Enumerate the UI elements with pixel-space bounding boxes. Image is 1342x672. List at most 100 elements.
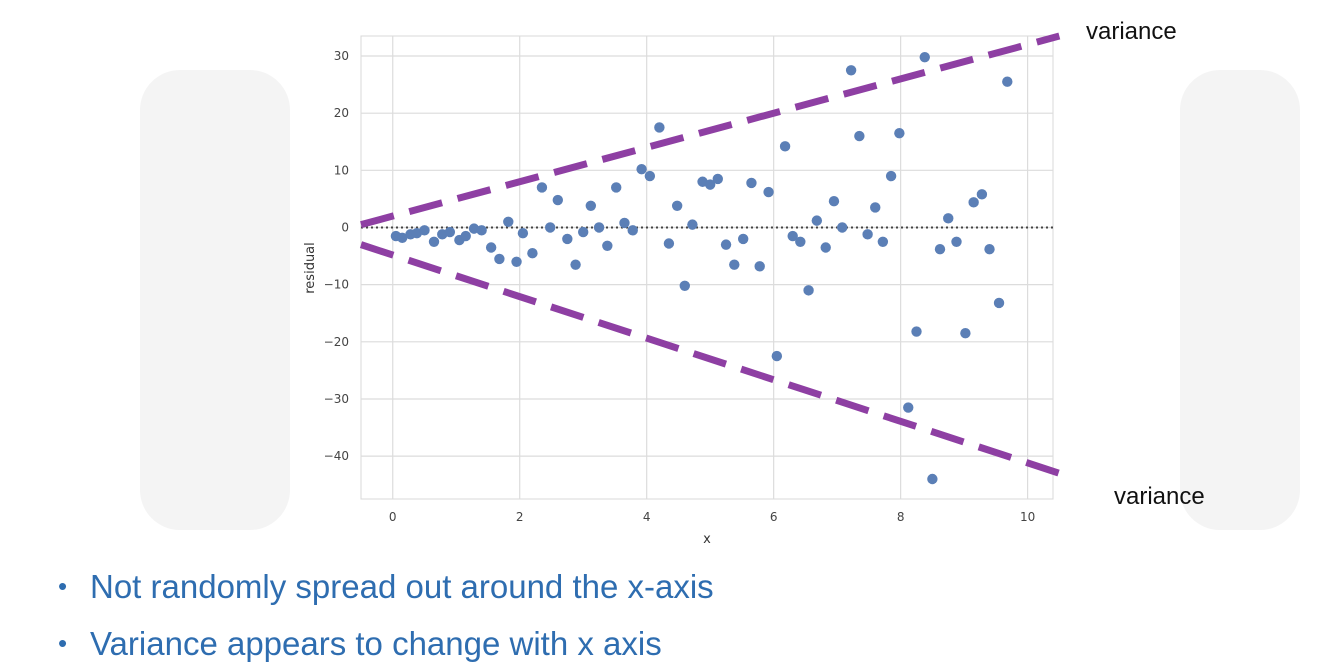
data-point [485,242,497,253]
tick-labels: 0 2 4 6 8 10 30 20 10 0 −10 −20 −30 −40 [324,49,1036,524]
data-point [562,233,573,245]
data-point [544,222,556,233]
data-point [811,215,823,226]
data-point [877,236,889,247]
y-tick-label: 10 [334,163,349,177]
data-point [570,259,581,270]
y-tick-label: −40 [324,449,349,463]
variance-envelope-line [359,241,1061,477]
data-point [927,473,938,485]
y-tick-label: 30 [334,49,349,63]
data-point [593,222,605,233]
data-point [828,195,840,207]
data-point [511,256,522,267]
data-point [754,261,765,272]
data-point [527,248,538,259]
data-point [476,225,487,236]
x-tick-label: 8 [897,510,905,524]
background-panel-left [140,70,290,530]
data-point [494,253,505,265]
data-point [619,217,630,229]
x-tick-label: 10 [1020,510,1035,524]
data-point [919,51,930,63]
data-point [903,402,914,413]
y-tick-label: −10 [324,278,349,292]
data-point [984,244,995,255]
data-point [460,230,471,242]
variance-envelope-line [360,32,1061,229]
data-point [993,297,1005,309]
data-point [503,216,514,227]
x-tick-label: 2 [516,510,524,524]
bullet-text: Not randomly spread out around the x-axi… [90,568,714,605]
data-point [737,233,749,245]
y-tick-label: 20 [334,106,349,120]
data-point [803,285,814,296]
data-point [870,202,881,213]
data-point [536,182,548,193]
y-axis-label: residual [303,242,318,294]
data-point [746,177,757,189]
variance-label-lower: variance [1114,483,1205,510]
data-point [419,225,430,236]
background-panel-right [1180,70,1300,530]
data-point [644,170,656,182]
data-point [611,182,622,193]
data-point [627,225,638,236]
data-point [763,186,774,198]
data-point [552,194,564,206]
data-point [911,326,922,337]
y-tick-label: −30 [324,392,349,406]
data-point [943,213,954,224]
data-point [585,200,597,211]
data-point [894,127,905,139]
data-point [820,242,831,253]
data-point [602,240,613,251]
data-point [837,222,848,233]
variance-label-upper: variance [1086,18,1177,45]
data-point [636,163,647,175]
data-point [862,229,873,240]
plot-area [360,35,1054,500]
data-point [729,259,740,270]
data-point [795,236,806,247]
x-axis-label: x [703,532,711,547]
data-point [397,232,408,243]
data-point [787,230,798,242]
data-point [428,236,440,247]
data-point [771,350,783,362]
x-tick-label: 0 [389,510,397,524]
bullet-text: Variance appears to change with x axis [90,625,662,662]
residual-plot: 0 2 4 6 8 10 30 20 10 0 −10 −20 −30 −40 x residual [303,32,1061,547]
data-point [578,226,589,238]
data-point [934,244,946,255]
data-point [444,226,456,238]
data-point [845,65,857,76]
data-point [654,122,665,133]
grid [361,36,1053,499]
x-tick-label: 4 [643,510,651,524]
bullet-dot: • [58,571,68,601]
data-point [968,197,979,208]
data-point [960,328,971,339]
data-point [1002,76,1013,87]
data-point [679,280,690,291]
data-point [517,228,529,239]
x-tick-label: 6 [770,510,778,524]
bullet-list: • Not randomly spread out around the x-ax… [58,558,714,672]
bullet-item-2: • Variance appears to change with x axis [58,615,714,672]
data-point [779,141,791,152]
y-tick-label: −20 [324,335,349,349]
data-points [390,51,1013,485]
bullet-item-1: • Not randomly spread out around the x-ax… [58,558,714,615]
variance-envelope [359,32,1061,477]
bullet-dot: • [58,628,68,658]
data-point [976,189,988,200]
data-point [854,130,865,142]
y-tick-label: 0 [341,220,349,234]
data-point [712,173,723,185]
data-point [720,239,732,250]
data-point [671,200,683,211]
data-point [885,170,897,182]
data-point [951,236,962,247]
